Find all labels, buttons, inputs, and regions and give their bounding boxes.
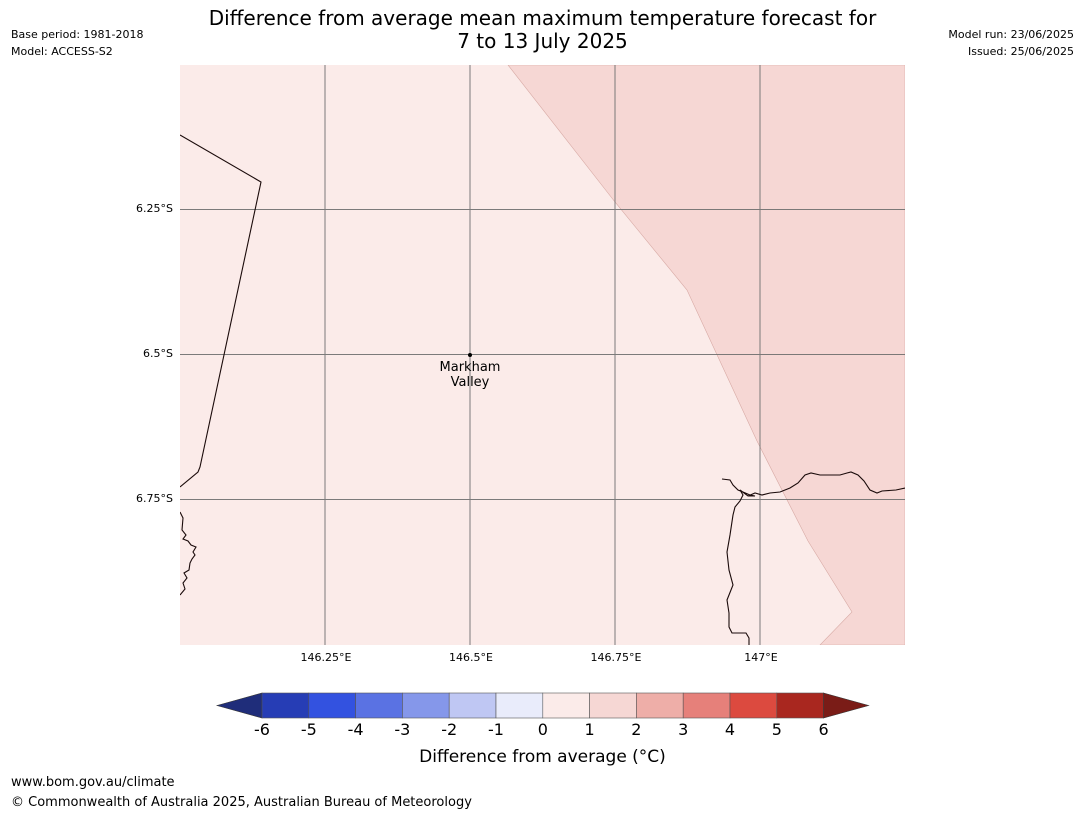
colorbar-segment (402, 692, 450, 719)
title-line-1: Difference from average mean maximum tem… (208, 6, 877, 30)
colorbar-segment (729, 692, 778, 719)
colorbar-segment (355, 692, 403, 719)
colorbar-tick-label: 2 (631, 720, 642, 739)
colorbar-segment (308, 692, 356, 719)
colorbar-tick-label: -3 (394, 720, 411, 739)
coastline-north (747, 471, 905, 497)
river-line (721, 478, 756, 645)
lon-label: 147°E (744, 651, 778, 664)
footer-copyright: © Commonwealth of Australia 2025, Austra… (11, 795, 472, 810)
colorbar-tick-label: -1 (488, 720, 504, 739)
colorbar-segment (448, 692, 497, 719)
lat-label: 6.25°S (136, 202, 173, 215)
title-line-2: 7 to 13 July 2025 (457, 29, 628, 53)
colorbar-tick-label: 6 (818, 720, 829, 739)
lon-label: 146.5°E (449, 651, 493, 664)
colorbar (215, 692, 870, 719)
colorbar-tick-label: 4 (724, 720, 736, 739)
colorbar-tick-label: -6 (254, 720, 270, 739)
lat-label: 6.75°S (136, 492, 173, 505)
lon-label: 146.25°E (300, 651, 352, 664)
colorbar-segment (542, 692, 590, 719)
colorbar-tick-label: 3 (678, 720, 689, 739)
place-name-line-1: Markham (439, 360, 501, 375)
colorbar-segment (636, 692, 684, 719)
colorbar-tick-label: -4 (347, 720, 364, 739)
forecast-map (180, 65, 905, 645)
place-label: Markham Valley (410, 360, 530, 390)
issued-date: Issued: 25/06/2025 (967, 45, 1074, 58)
colorbar-tick-label: 0 (537, 720, 548, 739)
boundaries (180, 134, 905, 645)
lon-label: 146.75°E (590, 651, 642, 664)
colorbar-extend-high (823, 692, 870, 719)
colorbar-extend-low (215, 692, 263, 719)
place-name-line-2: Valley (450, 375, 490, 390)
border-line (180, 134, 262, 488)
colorbar-tick-label: -5 (300, 720, 317, 739)
location-marker (468, 353, 472, 357)
base-period: Base period: 1981-2018 (11, 28, 144, 41)
colorbar-tick-label: -2 (441, 720, 458, 739)
colorbar-segment (261, 692, 310, 719)
lat-label: 6.5°S (143, 347, 173, 360)
footer-url: www.bom.gov.au/climate (11, 775, 175, 790)
colorbar-segment (776, 692, 824, 719)
colorbar-tick-label: 5 (771, 720, 782, 739)
meta-left: Base period: 1981-2018 Model: ACCESS-S2 (11, 26, 143, 60)
colorbar-segment (495, 692, 544, 719)
coastline-west (180, 511, 197, 596)
model-run: Model run: 23/06/2025 (948, 28, 1074, 41)
model-name: Model: ACCESS-S2 (11, 45, 113, 58)
colorbar-segment (682, 692, 731, 719)
map-title: Difference from average mean maximum tem… (0, 7, 1085, 53)
colorbar-label: Difference from average (°C) (419, 747, 666, 767)
colorbar-segment (589, 692, 637, 719)
meta-right: Model run: 23/06/2025 Issued: 25/06/2025 (948, 26, 1074, 60)
colorbar-tick-label: 1 (584, 720, 595, 739)
